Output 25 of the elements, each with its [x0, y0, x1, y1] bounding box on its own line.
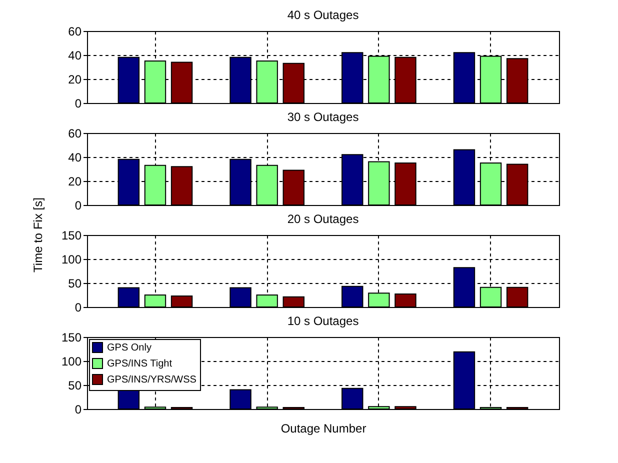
legend-label: GPS/INS/YRS/WSS — [107, 374, 197, 386]
y-tick-label: 0 — [74, 198, 82, 212]
chart-title: 20 s Outages — [287, 212, 359, 226]
chart-title: 40 s Outages — [287, 8, 359, 22]
y-tick-label: 20 — [68, 72, 82, 86]
y-tick-label: 0 — [74, 402, 82, 416]
chart-title: 10 s Outages — [287, 314, 359, 328]
y-axis-title: Time to Fix [s] — [31, 198, 45, 272]
y-tick-label: 50 — [68, 378, 82, 392]
y-tick-label: 40 — [68, 150, 82, 164]
y-tick-label: 0 — [74, 96, 82, 110]
y-tick-label: 0 — [74, 300, 82, 314]
y-tick-label: 60 — [68, 126, 82, 140]
y-tick-label: 40 — [68, 48, 82, 62]
y-tick-label: 60 — [68, 24, 82, 38]
y-tick-label: 100 — [61, 354, 82, 368]
y-tick-label: 20 — [68, 174, 82, 188]
y-tick-label: 100 — [61, 252, 82, 266]
y-tick-label: 150 — [61, 228, 82, 242]
y-tick-label: 150 — [61, 330, 82, 344]
x-axis-title: Outage Number — [280, 422, 366, 436]
legend-label: GPS Only — [107, 342, 152, 354]
legend-label: GPS/INS Tight — [107, 358, 172, 370]
chart-title: 30 s Outages — [287, 110, 359, 124]
y-tick-label: 50 — [68, 276, 82, 290]
